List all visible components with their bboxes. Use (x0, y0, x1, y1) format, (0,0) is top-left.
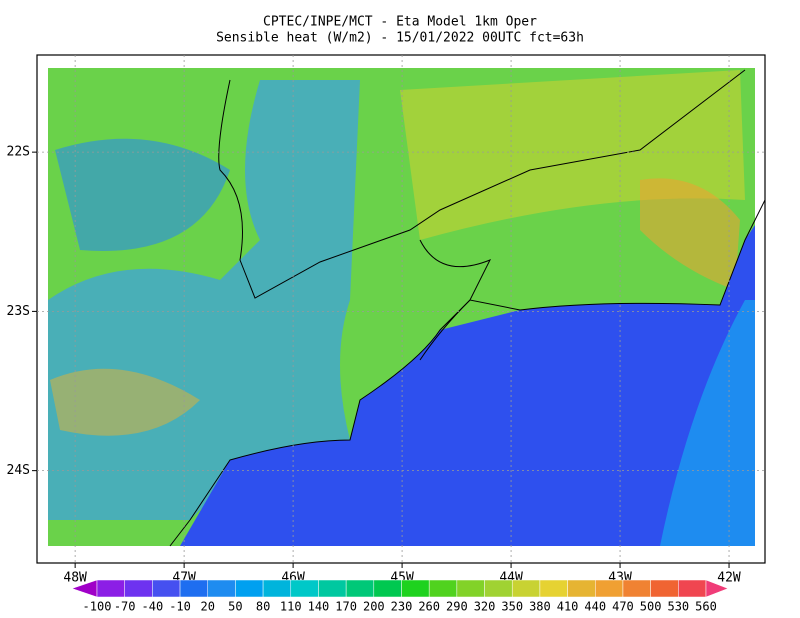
colorbar-segment (345, 579, 375, 598)
colorbar-label: 440 (584, 600, 606, 614)
colorbar-segment (207, 579, 236, 598)
ocean-offshore (660, 300, 755, 546)
colorbar-label: 410 (557, 600, 579, 614)
colorbar-label: 260 (418, 600, 440, 614)
colorbar-segment (401, 579, 430, 598)
colorbar-label: 230 (391, 600, 413, 614)
high-flux-area (50, 368, 200, 436)
colorbar-segment (96, 579, 125, 598)
lon-tick-label: 48W (63, 571, 87, 586)
colorbar-label: 140 (308, 600, 330, 614)
lat-tick-label: 22S (7, 145, 30, 160)
low-flux-area (55, 138, 230, 251)
colorbar-label: 110 (280, 600, 302, 614)
map-field (48, 68, 766, 547)
colorbar-segment (290, 579, 319, 598)
title-line: Sensible heat (W/m2) - 15/01/2022 00UTC … (216, 31, 584, 46)
state-border (218, 69, 746, 299)
colorbar-label: -70 (114, 600, 136, 614)
colorbar-label: 560 (695, 600, 717, 614)
colorbar-label: 50 (228, 600, 242, 614)
colorbar-segment (456, 579, 485, 598)
colorbar-segment (539, 579, 568, 598)
title-line: CPTEC/INPE/MCT - Eta Model 1km Oper (263, 15, 537, 30)
lat-tick-label: 23S (7, 304, 30, 319)
colorbar-label: 20 (201, 600, 215, 614)
colorbar-segment (484, 579, 513, 598)
colorbar-label: 530 (667, 600, 689, 614)
colorbar-label: 500 (640, 600, 662, 614)
colorbar-label: -10 (169, 600, 191, 614)
colorbar-segment (262, 579, 292, 598)
colorbar-segment (152, 579, 181, 598)
colorbar-segment (235, 579, 264, 598)
colorbar-arrow (705, 579, 729, 598)
state-border (419, 239, 492, 361)
colorbar-segment (124, 579, 153, 598)
colorbar-label: 320 (474, 600, 496, 614)
lat-tick-label: 24S (7, 463, 30, 478)
colorbar-segment (567, 579, 596, 598)
colorbar-label: 350 (501, 600, 523, 614)
colorbar-label: 380 (529, 600, 551, 614)
ocean (180, 225, 755, 546)
colorbar-segment (650, 579, 679, 598)
colorbar-segment (678, 579, 707, 598)
colorbar-label: 290 (446, 600, 468, 614)
colorbar-segment (428, 579, 458, 598)
colorbar-segment (511, 579, 541, 598)
colorbar-label: 170 (335, 600, 357, 614)
colorbar-segment (318, 579, 347, 598)
lon-tick-label: 42W (717, 571, 741, 586)
colorbar-segment (595, 579, 624, 598)
coastline (169, 199, 766, 547)
colorbar-segment (179, 579, 208, 598)
colorbar-segment (622, 579, 651, 598)
colorbar-label: 80 (256, 600, 270, 614)
colorbar: -100 -70 -40 -10 20 50 80 110 140 170 200 230 260 290… (71, 579, 729, 614)
colorbar-segment (373, 579, 402, 598)
map-frame (36, 54, 766, 564)
high-flux-area (640, 178, 740, 290)
colorbar-label: -40 (142, 600, 164, 614)
colorbar-label: 470 (612, 600, 634, 614)
colorbar-label: 200 (363, 600, 385, 614)
colorbar-label: -100 (83, 600, 112, 614)
